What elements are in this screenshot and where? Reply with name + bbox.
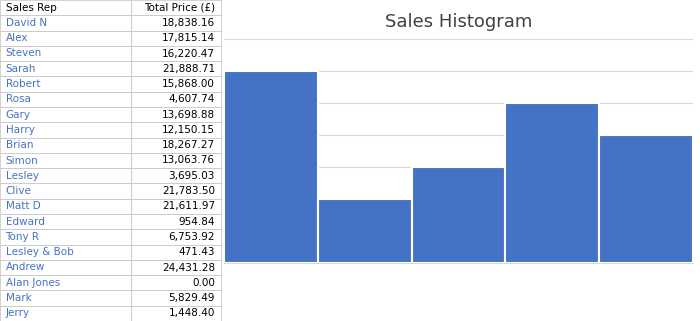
Text: Clive: Clive xyxy=(6,186,32,196)
Text: Jerry: Jerry xyxy=(6,308,29,318)
Text: Steven: Steven xyxy=(6,48,42,58)
Bar xyxy=(0,107,131,122)
Text: Robert: Robert xyxy=(6,79,40,89)
Text: 471.43: 471.43 xyxy=(178,247,215,257)
Text: 13,063.76: 13,063.76 xyxy=(162,155,215,166)
Text: Brian: Brian xyxy=(6,140,33,150)
Text: Matt D: Matt D xyxy=(6,201,41,211)
Bar xyxy=(131,0,220,15)
Text: 21,783.50: 21,783.50 xyxy=(162,186,215,196)
Bar xyxy=(131,275,220,291)
Bar xyxy=(0,199,131,214)
Text: Alan Jones: Alan Jones xyxy=(6,278,60,288)
Bar xyxy=(0,46,131,61)
Bar xyxy=(0,0,131,15)
Bar xyxy=(131,199,220,214)
Bar xyxy=(131,245,220,260)
Bar xyxy=(0,306,131,321)
Bar xyxy=(131,76,220,92)
Text: Tony R: Tony R xyxy=(6,232,39,242)
Text: Sales Rep: Sales Rep xyxy=(6,3,56,13)
Text: 24,431.28: 24,431.28 xyxy=(162,263,215,273)
Text: Edward: Edward xyxy=(6,217,44,227)
Bar xyxy=(224,71,318,263)
Text: David N: David N xyxy=(6,18,47,28)
Bar xyxy=(131,122,220,138)
Bar xyxy=(0,92,131,107)
Text: Harry: Harry xyxy=(6,125,34,135)
Text: Alex: Alex xyxy=(6,33,28,43)
Bar xyxy=(412,167,505,263)
Bar xyxy=(505,103,599,263)
Bar xyxy=(131,260,220,275)
Text: Sarah: Sarah xyxy=(6,64,36,74)
Text: 21,888.71: 21,888.71 xyxy=(162,64,215,74)
Title: Sales Histogram: Sales Histogram xyxy=(385,13,532,31)
Text: 15,868.00: 15,868.00 xyxy=(162,79,215,89)
Bar xyxy=(131,107,220,122)
Text: 1,448.40: 1,448.40 xyxy=(169,308,215,318)
Text: 17,815.14: 17,815.14 xyxy=(162,33,215,43)
Bar xyxy=(0,214,131,229)
Bar xyxy=(0,15,131,30)
Bar xyxy=(131,229,220,245)
Bar xyxy=(0,245,131,260)
Bar xyxy=(0,168,131,183)
Text: Rosa: Rosa xyxy=(6,94,30,104)
Bar xyxy=(0,275,131,291)
Bar xyxy=(131,46,220,61)
Bar xyxy=(599,135,693,263)
Bar xyxy=(0,260,131,275)
Bar xyxy=(0,153,131,168)
Text: Andrew: Andrew xyxy=(6,263,45,273)
Text: 4,607.74: 4,607.74 xyxy=(169,94,215,104)
Text: Lesley & Bob: Lesley & Bob xyxy=(6,247,74,257)
Bar xyxy=(0,76,131,92)
Text: 21,611.97: 21,611.97 xyxy=(162,201,215,211)
Text: 954.84: 954.84 xyxy=(178,217,215,227)
Text: 13,698.88: 13,698.88 xyxy=(162,110,215,120)
Bar xyxy=(0,122,131,138)
Text: 6,753.92: 6,753.92 xyxy=(169,232,215,242)
Bar xyxy=(131,214,220,229)
Bar xyxy=(131,168,220,183)
Text: 0.00: 0.00 xyxy=(192,278,215,288)
Bar xyxy=(318,199,412,263)
Text: 3,695.03: 3,695.03 xyxy=(169,171,215,181)
Bar xyxy=(131,153,220,168)
Bar xyxy=(0,61,131,76)
Bar xyxy=(0,30,131,46)
Bar xyxy=(0,291,131,306)
Text: Total Price (£): Total Price (£) xyxy=(144,3,215,13)
Bar xyxy=(131,183,220,199)
Text: 18,267.27: 18,267.27 xyxy=(162,140,215,150)
Text: 12,150.15: 12,150.15 xyxy=(162,125,215,135)
Bar xyxy=(131,61,220,76)
Text: 18,838.16: 18,838.16 xyxy=(162,18,215,28)
Text: Lesley: Lesley xyxy=(6,171,38,181)
Bar xyxy=(131,138,220,153)
Bar xyxy=(131,92,220,107)
Bar xyxy=(131,30,220,46)
Text: 5,829.49: 5,829.49 xyxy=(169,293,215,303)
Text: Simon: Simon xyxy=(6,155,38,166)
Text: 16,220.47: 16,220.47 xyxy=(162,48,215,58)
Text: Gary: Gary xyxy=(6,110,31,120)
Bar xyxy=(131,15,220,30)
Bar xyxy=(0,138,131,153)
Text: Mark: Mark xyxy=(6,293,32,303)
Bar xyxy=(131,306,220,321)
Bar xyxy=(0,183,131,199)
Bar xyxy=(131,291,220,306)
Bar xyxy=(0,229,131,245)
